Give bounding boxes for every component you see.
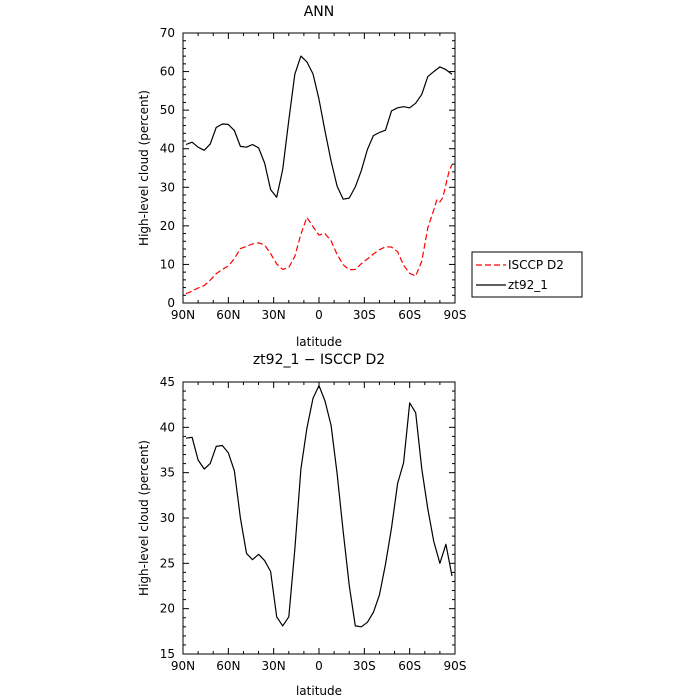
- x-tick-label: 60S: [398, 659, 421, 673]
- x-tick-label: 30S: [353, 659, 376, 673]
- legend-label: zt92_1: [508, 278, 548, 292]
- x-axis-label: latitude: [296, 684, 342, 698]
- x-axis-label: latitude: [296, 335, 342, 349]
- y-tick-label: 35: [160, 466, 175, 480]
- y-tick-label: 45: [160, 375, 175, 389]
- x-tick-label: 0: [315, 659, 323, 673]
- series-line-zt92_1: [185, 55, 453, 200]
- top-chart-panel: ANN 90N 60N 30N 0 30S 60S 90S 0 10 20 30 40 50 60 70 lat…: [137, 4, 583, 349]
- plot-frame: [182, 381, 456, 655]
- y-tick-label: 30: [160, 180, 175, 194]
- y-tick-label: 20: [160, 602, 175, 616]
- x-tick-label: 30S: [353, 308, 376, 322]
- y-tick-label: 0: [167, 296, 175, 310]
- x-tick-label: 30N: [262, 659, 286, 673]
- y-tick-label: 60: [160, 65, 175, 79]
- y-tick-label: 20: [160, 219, 175, 233]
- plot-frame: [182, 32, 456, 304]
- series-line-difference: [185, 385, 453, 628]
- chart-title: ANN: [304, 4, 335, 20]
- y-axis-label: High-level cloud (percent): [137, 90, 151, 246]
- y-tick-label: 40: [160, 142, 175, 156]
- series-line-isccp-d2: [185, 164, 453, 295]
- y-tick-label: 50: [160, 103, 175, 117]
- x-tick-label: 0: [315, 308, 323, 322]
- y-tick-label: 40: [160, 420, 175, 434]
- x-tick-label: 60N: [216, 308, 240, 322]
- y-tick-label: 70: [160, 26, 175, 40]
- x-tick-label: 30N: [262, 308, 286, 322]
- chart-title: zt92_1 − ISCCP D2: [253, 352, 385, 368]
- x-tick-label: 90N: [171, 659, 195, 673]
- x-tick-label: 90N: [171, 308, 195, 322]
- x-tick-label: 90S: [444, 308, 467, 322]
- bottom-chart-panel: zt92_1 − ISCCP D2 90N 60N 30N 0 30S 60S 90S 15 20…: [137, 352, 466, 698]
- x-tick-label: 90S: [444, 659, 467, 673]
- y-tick-label: 25: [160, 556, 175, 570]
- y-tick-label: 10: [160, 257, 175, 271]
- legend-label: ISCCP D2: [508, 258, 564, 272]
- y-tick-label: 30: [160, 511, 175, 525]
- y-tick-label: 15: [160, 647, 175, 661]
- legend-box: [471, 251, 583, 298]
- y-axis-label: High-level cloud (percent): [137, 440, 151, 596]
- x-tick-label: 60S: [398, 308, 421, 322]
- x-tick-label: 60N: [216, 659, 240, 673]
